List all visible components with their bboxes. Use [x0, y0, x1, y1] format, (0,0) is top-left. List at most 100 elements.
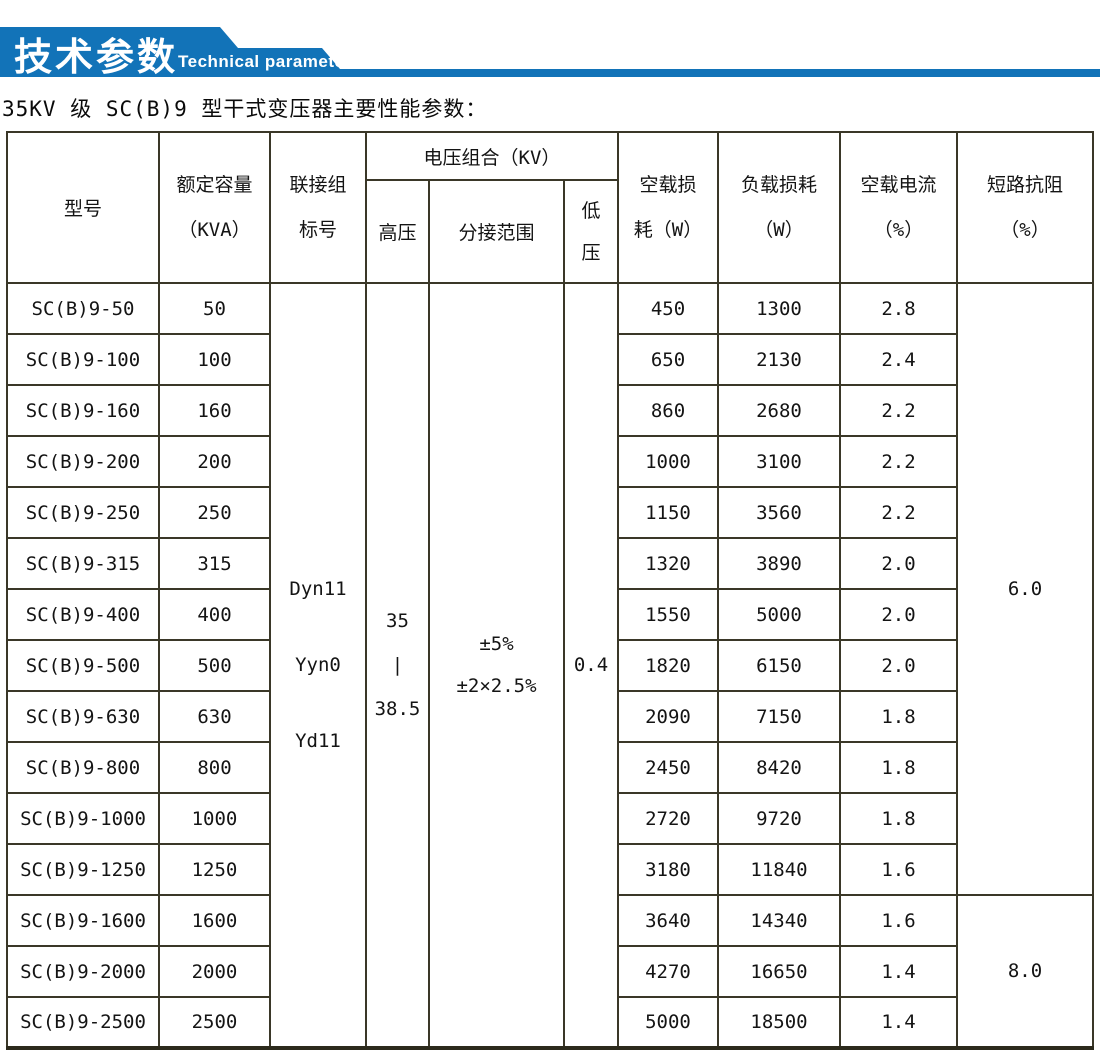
noload-loss-cell: 450: [617, 282, 719, 335]
model-cell: SC(B)9-50: [6, 282, 160, 335]
tap-range-line1: ±5%: [479, 633, 514, 655]
capacity-cell: 2000: [158, 945, 271, 998]
connection-group-cell: Dyn11 Yyn0 Yd11: [269, 282, 367, 1049]
noload-current-cell: 1.4: [839, 945, 958, 998]
connection-value: Yyn0: [295, 654, 341, 676]
spec-table: 型号 额定容量 （KVA） 联接组 标号 电压组合（KV） 空载损 耗（W） 负…: [6, 131, 1094, 1050]
table-row: SC(B)9-160 160 860 2680 2.2: [6, 384, 1093, 437]
model-cell: SC(B)9-400: [6, 588, 160, 641]
table-row: SC(B)9-630 630 2090 7150 1.8: [6, 690, 1093, 743]
table-row: SC(B)9-50 50 Dyn11 Yyn0 Yd11 35 | 38.5 ±…: [6, 282, 1094, 1049]
capacity-cell: 500: [158, 639, 271, 692]
hv-value-line1: 35: [386, 610, 409, 632]
load-loss-cell: 3890: [717, 537, 841, 590]
noload-current-cell: 2.0: [839, 639, 958, 692]
connection-value: Yd11: [295, 730, 341, 752]
section-banner: 技术参数 Technical parameter: [0, 0, 1100, 90]
model-cell: SC(B)9-1600: [6, 894, 160, 947]
capacity-cell: 100: [158, 333, 271, 386]
capacity-cell: 1600: [158, 894, 271, 947]
noload-current-cell: 2.8: [839, 282, 958, 335]
col-header-load-loss-line1: 负载损耗: [740, 173, 817, 196]
noload-loss-cell: 2450: [617, 741, 719, 794]
col-header-noload-loss-line2: 耗（W）: [633, 218, 703, 241]
col-header-tap-range: 分接范围: [428, 179, 565, 284]
model-cell: SC(B)9-500: [6, 639, 160, 692]
table-row: SC(B)9-1000 1000 2720 9720 1.8: [6, 792, 1093, 845]
col-header-lv-line1: 低: [581, 199, 601, 222]
model-cell: SC(B)9-315: [6, 537, 160, 590]
table-row: SC(B)9-1600 1600 3640 14340 1.6 8.0: [6, 894, 1094, 1049]
noload-current-cell: 1.8: [839, 741, 958, 794]
capacity-cell: 630: [158, 690, 271, 743]
impedance-cell-b: 8.0: [956, 894, 1094, 1049]
load-loss-cell: 14340: [717, 894, 841, 947]
header-row-1: 型号 额定容量 （KVA） 联接组 标号 电压组合（KV） 空载损 耗（W） 负…: [6, 131, 1094, 284]
noload-loss-cell: 1820: [617, 639, 719, 692]
noload-current-cell: 2.2: [839, 384, 958, 437]
table-row: SC(B)9-500 500 1820 6150 2.0: [6, 639, 1093, 692]
table-row: SC(B)9-200 200 1000 3100 2.2: [6, 435, 1093, 488]
table-row: SC(B)9-2500 2500 5000 18500 1.4: [6, 996, 1093, 1049]
model-cell: SC(B)9-1000: [6, 792, 160, 845]
noload-loss-cell: 1000: [617, 435, 719, 488]
col-header-lv-line2: 压: [581, 241, 601, 264]
noload-current-cell: 2.0: [839, 537, 958, 590]
noload-loss-cell: 1320: [617, 537, 719, 590]
hv-cell: 35 | 38.5: [365, 282, 430, 1049]
model-cell: SC(B)9-2500: [6, 996, 160, 1049]
col-header-impedance-line1: 短路抗阻: [986, 173, 1063, 196]
model-cell: SC(B)9-250: [6, 486, 160, 539]
noload-current-cell: 1.6: [839, 843, 958, 896]
banner-ribbon-shape: [0, 27, 1100, 77]
model-cell: SC(B)9-800: [6, 741, 160, 794]
noload-current-cell: 1.8: [839, 690, 958, 743]
noload-loss-cell: 1150: [617, 486, 719, 539]
load-loss-cell: 18500: [717, 996, 841, 1049]
col-header-lv: 低 压: [563, 179, 619, 284]
load-loss-cell: 1300: [717, 282, 841, 335]
connection-value: Dyn11: [289, 578, 347, 600]
load-loss-cell: 7150: [717, 690, 841, 743]
noload-loss-cell: 3640: [617, 894, 719, 947]
banner-title-en: Technical parameter: [178, 52, 352, 71]
model-cell: SC(B)9-630: [6, 690, 160, 743]
hv-value-line3: 38.5: [374, 698, 421, 720]
capacity-cell: 50: [158, 282, 271, 335]
table-row: SC(B)9-2000 2000 4270 16650 1.4: [6, 945, 1093, 998]
tap-range-line2: ±2×2.5%: [456, 675, 537, 697]
col-header-noload-current-line1: 空载电流: [860, 173, 937, 196]
noload-current-cell: 2.2: [839, 435, 958, 488]
hv-value-line2: |: [391, 654, 404, 676]
noload-current-cell: 2.0: [839, 588, 958, 641]
model-cell: SC(B)9-160: [6, 384, 160, 437]
col-header-capacity-line1: 额定容量: [176, 173, 253, 196]
col-header-noload-loss-line1: 空载损: [639, 173, 697, 196]
table-row: SC(B)9-800 800 2450 8420 1.8: [6, 741, 1093, 794]
col-header-connection-line1: 联接组: [289, 173, 347, 196]
noload-current-cell: 1.4: [839, 996, 958, 1049]
table-row: SC(B)9-400 400 1550 5000 2.0: [6, 588, 1093, 641]
noload-loss-cell: 1550: [617, 588, 719, 641]
capacity-cell: 160: [158, 384, 271, 437]
col-header-connection: 联接组 标号: [269, 131, 367, 284]
table-row: SC(B)9-250 250 1150 3560 2.2: [6, 486, 1093, 539]
col-header-noload-current-line2: （%）: [873, 218, 924, 241]
load-loss-cell: 11840: [717, 843, 841, 896]
capacity-cell: 200: [158, 435, 271, 488]
col-header-voltage-group: 电压组合（KV）: [365, 131, 619, 181]
col-header-load-loss: 负载损耗 （W）: [717, 131, 841, 284]
load-loss-cell: 2680: [717, 384, 841, 437]
load-loss-cell: 2130: [717, 333, 841, 386]
table-row: SC(B)9-315 315 1320 3890 2.0: [6, 537, 1093, 590]
capacity-cell: 2500: [158, 996, 271, 1049]
page-subtitle: 35KV 级 SC(B)9 型干式变压器主要性能参数：: [2, 97, 488, 121]
noload-loss-cell: 4270: [617, 945, 719, 998]
impedance-cell-a: 6.0: [956, 282, 1094, 896]
col-header-hv: 高压: [365, 179, 430, 284]
model-cell: SC(B)9-200: [6, 435, 160, 488]
capacity-cell: 250: [158, 486, 271, 539]
col-header-impedance: 短路抗阻 （%）: [956, 131, 1094, 284]
capacity-cell: 315: [158, 537, 271, 590]
load-loss-cell: 3560: [717, 486, 841, 539]
